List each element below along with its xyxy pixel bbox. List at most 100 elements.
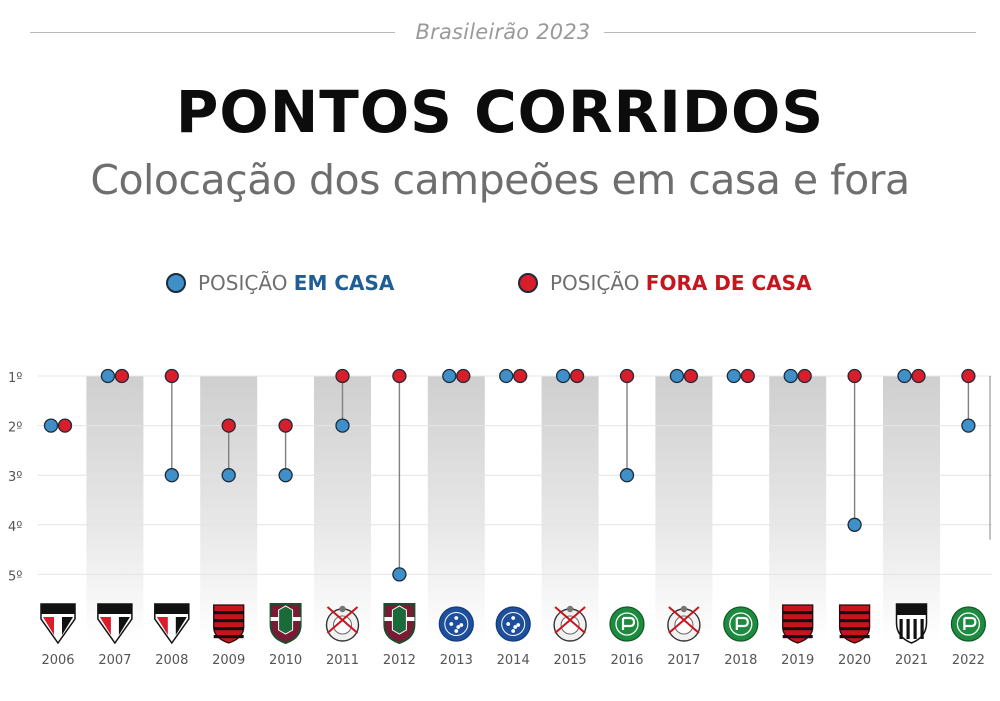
spfc-crest-icon <box>154 603 190 645</box>
point-home <box>392 567 407 582</box>
palmeiras-crest-icon <box>609 606 645 642</box>
atletico-mg-crest-icon <box>895 603 928 644</box>
crest-inner <box>956 612 981 636</box>
point-home <box>335 418 350 433</box>
x-tick-label: 2020 <box>838 653 871 668</box>
crest-band <box>41 604 75 614</box>
point-away <box>164 368 179 384</box>
column-shade <box>769 376 827 641</box>
crest-inner <box>444 612 469 636</box>
crest-stripe <box>782 611 813 615</box>
crest-inner <box>391 605 407 635</box>
y-tick-label: 1º <box>8 371 22 386</box>
x-tick-label: 2012 <box>383 653 416 668</box>
kicker-row: Brasileirão 2023 <box>30 18 976 48</box>
x-tick-label: 2010 <box>269 653 302 668</box>
point-home <box>555 368 571 384</box>
legend-home-emph: EM CASA <box>293 271 395 295</box>
point-away <box>513 368 528 384</box>
point-away <box>456 368 471 384</box>
crest-ring <box>609 606 645 642</box>
column-shade <box>200 376 258 641</box>
point-home <box>499 368 514 384</box>
point-home <box>783 368 798 384</box>
x-tick-label: 2016 <box>610 653 643 668</box>
crest-anchor <box>680 605 688 613</box>
fluminense-crest-icon <box>269 603 302 645</box>
page-subtitle: Colocação dos campeões em casa e fora <box>90 156 910 204</box>
crest-stripe <box>213 611 244 615</box>
crest-band <box>97 604 132 614</box>
column-shade <box>883 376 940 641</box>
crest-red-stripe <box>156 617 168 635</box>
x-tick-label: 2006 <box>41 653 74 668</box>
point-home <box>164 468 179 483</box>
crest-stripe <box>920 619 924 639</box>
x-tick-label: 2019 <box>781 653 814 668</box>
crest-star <box>506 622 511 626</box>
crest-star <box>454 629 459 633</box>
crest-letter <box>621 616 636 630</box>
legend-home: POSIÇÃO EM CASA <box>166 268 394 298</box>
crest-inner <box>729 612 753 636</box>
point-away <box>911 368 926 384</box>
crest-stripe <box>839 627 870 631</box>
spfc-crest-icon <box>40 603 76 645</box>
point-away <box>847 368 862 384</box>
kicker-rule-right <box>604 32 976 33</box>
corinthians-crest-icon <box>325 605 360 642</box>
crest-star <box>449 622 454 626</box>
column-shade <box>655 376 713 641</box>
crest-stripe <box>782 635 813 639</box>
point-home <box>619 468 635 483</box>
crest-star <box>516 623 521 627</box>
away-dot-icon <box>518 273 538 293</box>
crest-star <box>511 629 516 633</box>
crest-inner <box>333 615 352 635</box>
legend-home-prefix: POSIÇÃO <box>198 271 288 295</box>
page-title: PONTOS CORRIDOS <box>175 78 825 146</box>
point-home <box>442 368 457 384</box>
point-away <box>569 368 585 384</box>
x-tick-label: 2013 <box>440 653 473 668</box>
legend-away-prefix: POSIÇÃO <box>550 271 640 295</box>
palmeiras-crest-icon <box>950 606 987 642</box>
crest-oar <box>668 606 700 634</box>
point-home <box>847 517 862 532</box>
crest-star <box>513 625 518 629</box>
crest-inner <box>560 615 580 635</box>
x-tick-label: 2021 <box>895 653 928 668</box>
fluminense-crest-icon <box>383 603 416 645</box>
point-away <box>57 418 73 433</box>
crest-inner <box>501 612 526 636</box>
crest-stripe <box>782 627 813 631</box>
crest-ring <box>950 606 987 642</box>
crest-ring <box>495 606 531 642</box>
flamengo-crest-icon <box>838 604 871 644</box>
crest-inner <box>674 615 694 635</box>
x-tick-label: 2015 <box>554 653 587 668</box>
crest-letter <box>735 616 749 630</box>
cruzeiro-crest-icon <box>438 606 474 642</box>
x-tick-label: 2007 <box>98 653 131 668</box>
crest-star <box>454 616 459 620</box>
point-away <box>961 368 976 384</box>
x-tick-label: 2008 <box>155 653 188 668</box>
point-home <box>221 468 236 483</box>
point-home <box>278 468 293 483</box>
crest-stripe <box>839 635 870 639</box>
crest-stripe <box>839 611 870 615</box>
point-away <box>114 368 130 384</box>
kicker: Brasileirão 2023 <box>30 20 976 44</box>
x-tick-label: 2009 <box>212 653 245 668</box>
point-away <box>392 368 407 384</box>
crest-inner <box>615 612 639 636</box>
x-tick-label: 2014 <box>497 653 530 668</box>
crest-black-stripe <box>118 617 130 635</box>
crest-star <box>456 625 461 629</box>
y-tick-label: 4º <box>8 520 22 535</box>
flamengo-crest-icon <box>213 604 245 644</box>
crest-band <box>896 604 927 615</box>
crest-stripe <box>899 619 903 639</box>
crest-star <box>511 616 516 620</box>
